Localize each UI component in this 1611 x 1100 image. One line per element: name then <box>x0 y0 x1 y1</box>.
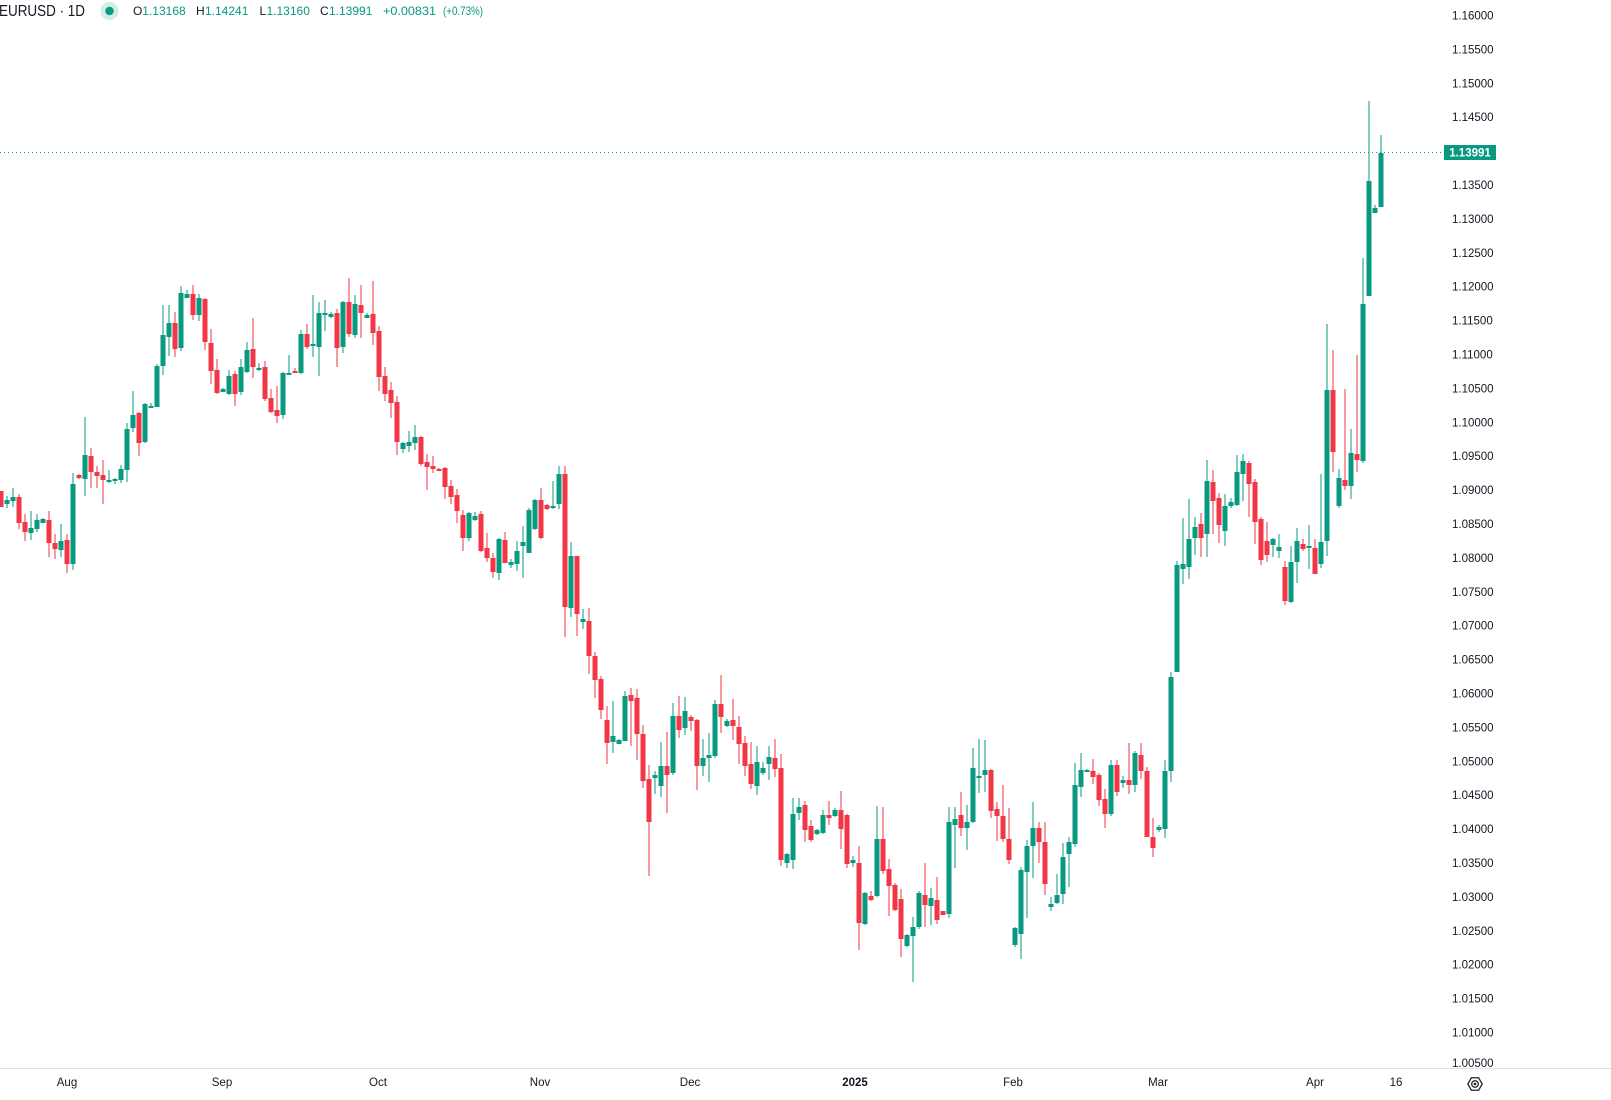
svg-text:1.03500: 1.03500 <box>1452 858 1494 870</box>
svg-text:1.06000: 1.06000 <box>1452 689 1494 701</box>
svg-text:1.09500: 1.09500 <box>1452 451 1494 463</box>
svg-text:Dec: Dec <box>680 1077 701 1089</box>
svg-text:1.04500: 1.04500 <box>1452 790 1494 802</box>
svg-text:1.05500: 1.05500 <box>1452 722 1494 734</box>
svg-text:1.12000: 1.12000 <box>1452 282 1494 294</box>
svg-text:1.13500: 1.13500 <box>1452 180 1494 192</box>
svg-text:1.00500: 1.00500 <box>1452 1058 1494 1070</box>
svg-text:1.07000: 1.07000 <box>1452 621 1494 633</box>
svg-text:1.11000: 1.11000 <box>1452 350 1493 362</box>
svg-text:1.01500: 1.01500 <box>1452 994 1494 1006</box>
svg-text:1.02000: 1.02000 <box>1452 960 1494 972</box>
svg-text:1.13000: 1.13000 <box>1452 214 1494 226</box>
svg-text:1.13991: 1.13991 <box>1449 148 1491 160</box>
svg-text:Mar: Mar <box>1148 1077 1168 1089</box>
svg-text:EURUSD · 1D: EURUSD · 1D <box>0 3 85 20</box>
svg-text:2025: 2025 <box>842 1077 868 1089</box>
svg-text:1.06500: 1.06500 <box>1452 655 1494 667</box>
svg-text:1.01000: 1.01000 <box>1452 1028 1494 1040</box>
svg-text:Nov: Nov <box>530 1077 551 1089</box>
svg-text:1.09000: 1.09000 <box>1452 485 1494 497</box>
svg-text:1.10000: 1.10000 <box>1452 417 1494 429</box>
svg-text:1.15500: 1.15500 <box>1452 44 1494 56</box>
svg-text:1.08500: 1.08500 <box>1452 519 1494 531</box>
svg-text:1.16000: 1.16000 <box>1452 11 1494 23</box>
svg-text:1.08000: 1.08000 <box>1452 553 1494 565</box>
svg-text:Oct: Oct <box>369 1077 388 1089</box>
svg-text:1.03000: 1.03000 <box>1452 892 1494 904</box>
svg-text:Sep: Sep <box>212 1077 232 1089</box>
svg-text:1.12500: 1.12500 <box>1452 248 1494 260</box>
svg-text:1.02500: 1.02500 <box>1452 926 1494 938</box>
svg-text:16: 16 <box>1390 1077 1403 1089</box>
svg-text:1.07500: 1.07500 <box>1452 587 1494 599</box>
svg-text:1.15000: 1.15000 <box>1452 78 1494 90</box>
svg-text:1.04000: 1.04000 <box>1452 824 1494 836</box>
svg-text:1.05000: 1.05000 <box>1452 756 1494 768</box>
svg-text:Feb: Feb <box>1003 1077 1023 1089</box>
svg-text:Aug: Aug <box>57 1077 77 1089</box>
svg-text:1.10500: 1.10500 <box>1452 383 1494 395</box>
svg-text:Apr: Apr <box>1306 1077 1324 1089</box>
svg-text:1.14500: 1.14500 <box>1452 112 1494 124</box>
svg-text:1.11500: 1.11500 <box>1452 316 1493 328</box>
